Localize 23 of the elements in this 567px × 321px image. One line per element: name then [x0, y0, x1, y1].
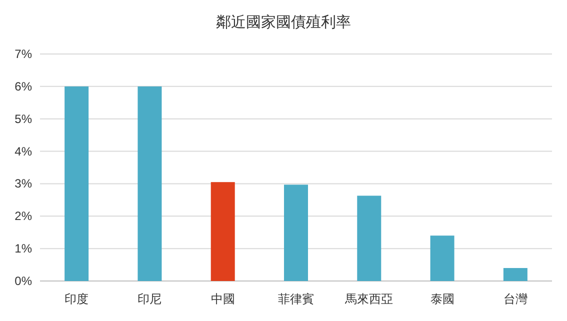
x-tick-label: 印尼 — [138, 292, 162, 306]
bar — [210, 182, 235, 281]
y-tick-label: 6% — [14, 79, 32, 94]
bar — [138, 86, 162, 281]
bar — [503, 268, 528, 281]
x-tick-label: 台灣 — [503, 292, 528, 306]
y-tick-label: 5% — [14, 112, 32, 126]
bar — [357, 196, 382, 281]
x-tick-label: 印度 — [64, 292, 89, 306]
bar — [284, 184, 308, 281]
x-tick-label: 泰國 — [430, 292, 454, 306]
bar — [430, 236, 454, 281]
y-tick-label: 4% — [14, 144, 32, 158]
y-tick-label: 0% — [14, 274, 32, 288]
x-tick-label: 馬來西亞 — [344, 292, 394, 306]
y-tick-label: 2% — [14, 209, 32, 224]
bar — [64, 86, 89, 281]
x-tick-label: 中國 — [210, 292, 235, 306]
chart-title: 鄰近國家國債殖利率 — [216, 14, 351, 31]
y-tick-label: 3% — [14, 176, 32, 191]
x-tick-label: 菲律賓 — [278, 292, 314, 306]
y-tick-label: 7% — [14, 47, 32, 61]
y-tick-label: 1% — [14, 242, 32, 256]
